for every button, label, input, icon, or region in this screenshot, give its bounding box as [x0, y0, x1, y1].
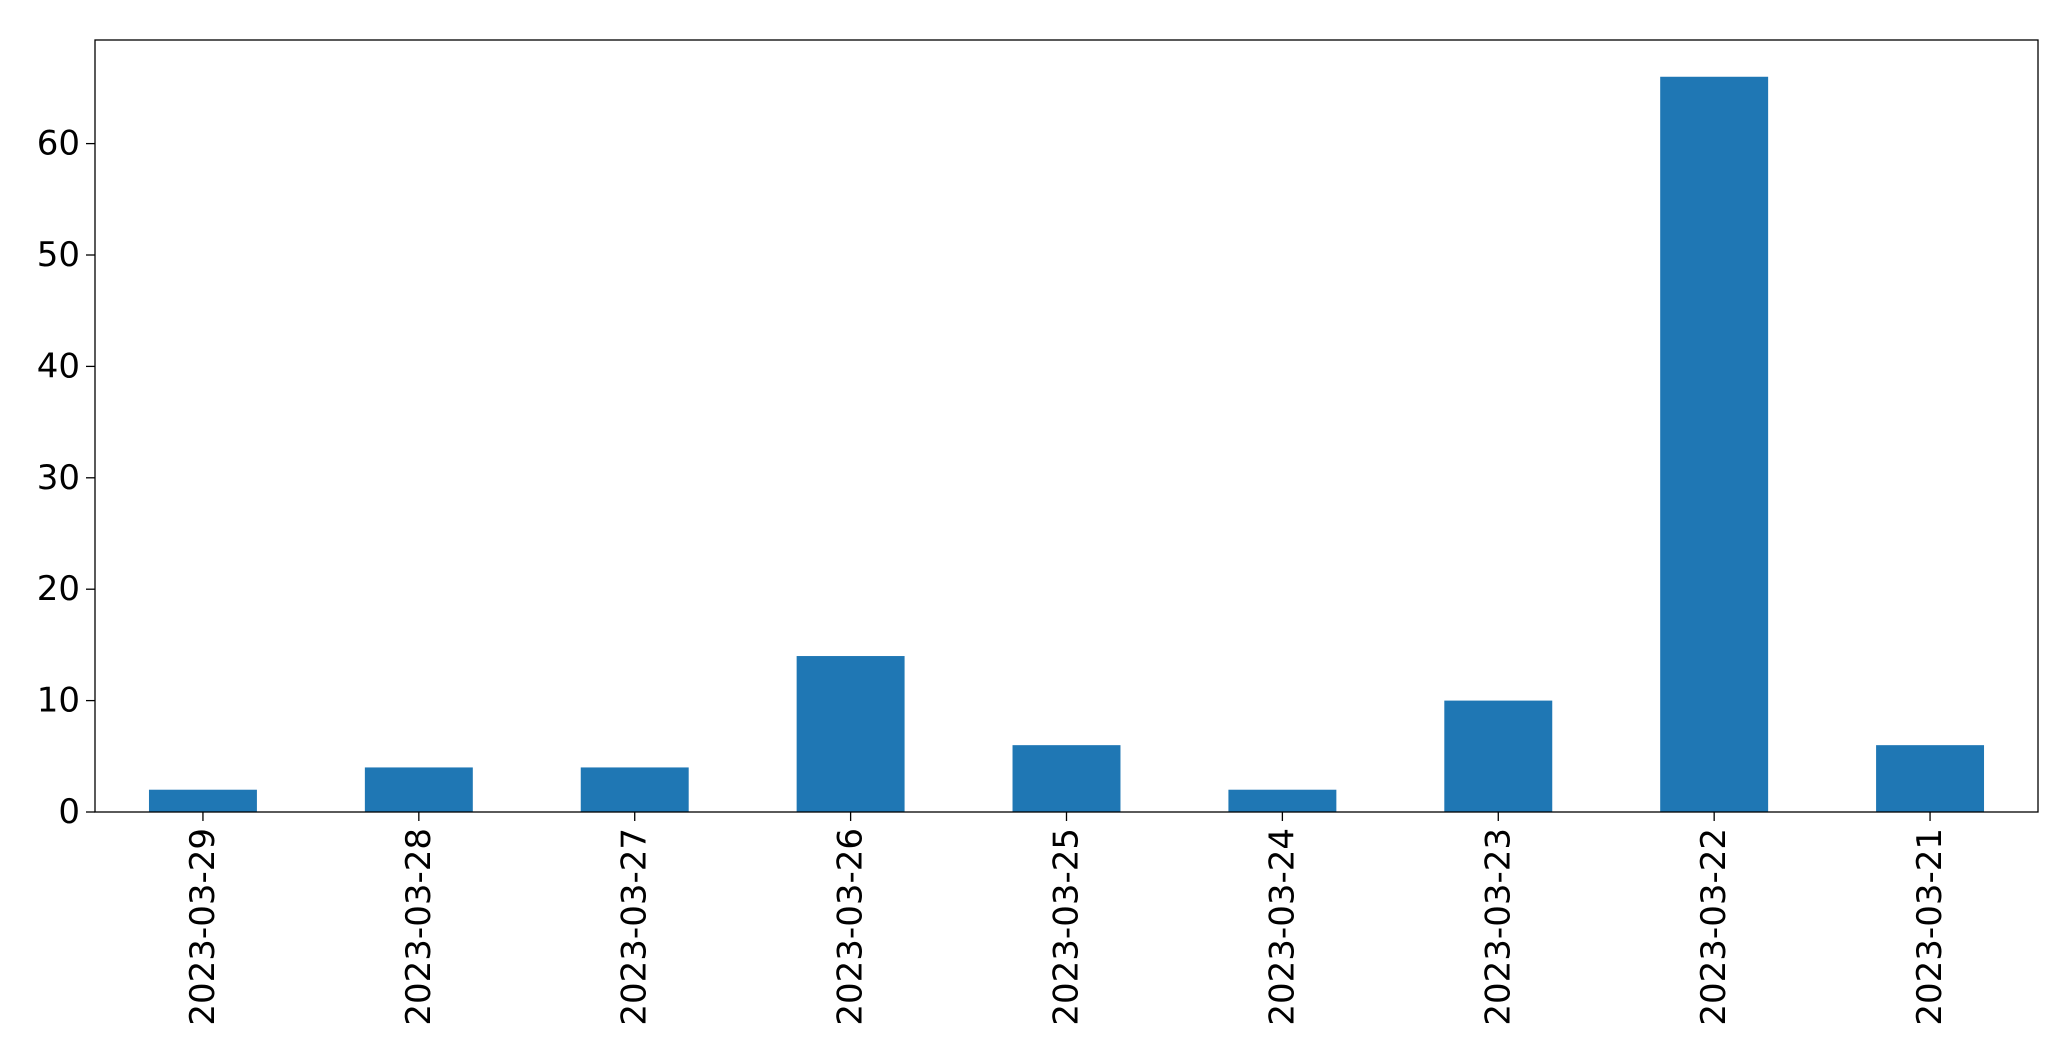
- x-tick-label: 2023-03-26: [831, 828, 871, 1026]
- x-tick-label: 2023-03-24: [1262, 828, 1302, 1026]
- x-tick-label: 2023-03-29: [183, 828, 223, 1026]
- bar-2023-03-27: [580, 767, 689, 812]
- y-tick-label: 30: [37, 458, 80, 498]
- x-tick-label: 2023-03-28: [399, 828, 439, 1026]
- x-tick-label: 2023-03-22: [1694, 828, 1734, 1026]
- bar-2023-03-29: [148, 789, 257, 812]
- y-tick-label: 40: [37, 346, 80, 386]
- bar-2023-03-26: [796, 656, 905, 812]
- bar-2023-03-21: [1876, 745, 1985, 812]
- bar-2023-03-24: [1228, 789, 1337, 812]
- x-tick-label: 2023-03-25: [1047, 828, 1087, 1026]
- plot-area-frame: [94, 39, 2039, 813]
- x-tick-label: 2023-03-23: [1478, 828, 1518, 1026]
- x-tick-label: 2023-03-21: [1910, 828, 1950, 1026]
- y-tick-label: 0: [58, 792, 80, 832]
- bar-2023-03-23: [1444, 700, 1553, 812]
- x-tick-label: 2023-03-27: [615, 828, 655, 1026]
- y-tick-label: 60: [37, 124, 80, 164]
- y-tick-label: 20: [37, 569, 80, 609]
- bar-2023-03-22: [1660, 76, 1769, 812]
- bars-group: [148, 76, 1985, 812]
- x-axis-ticks: 2023-03-29 2023-03-28 2023-03-27 2023-03-26…: [183, 812, 1950, 1026]
- y-axis-ticks: 0 10 20 30 40 50 60: [37, 124, 95, 832]
- bar-2023-03-28: [364, 767, 473, 812]
- y-tick-label: 10: [37, 681, 80, 721]
- y-tick-label: 50: [37, 235, 80, 275]
- bar-2023-03-25: [1012, 745, 1121, 812]
